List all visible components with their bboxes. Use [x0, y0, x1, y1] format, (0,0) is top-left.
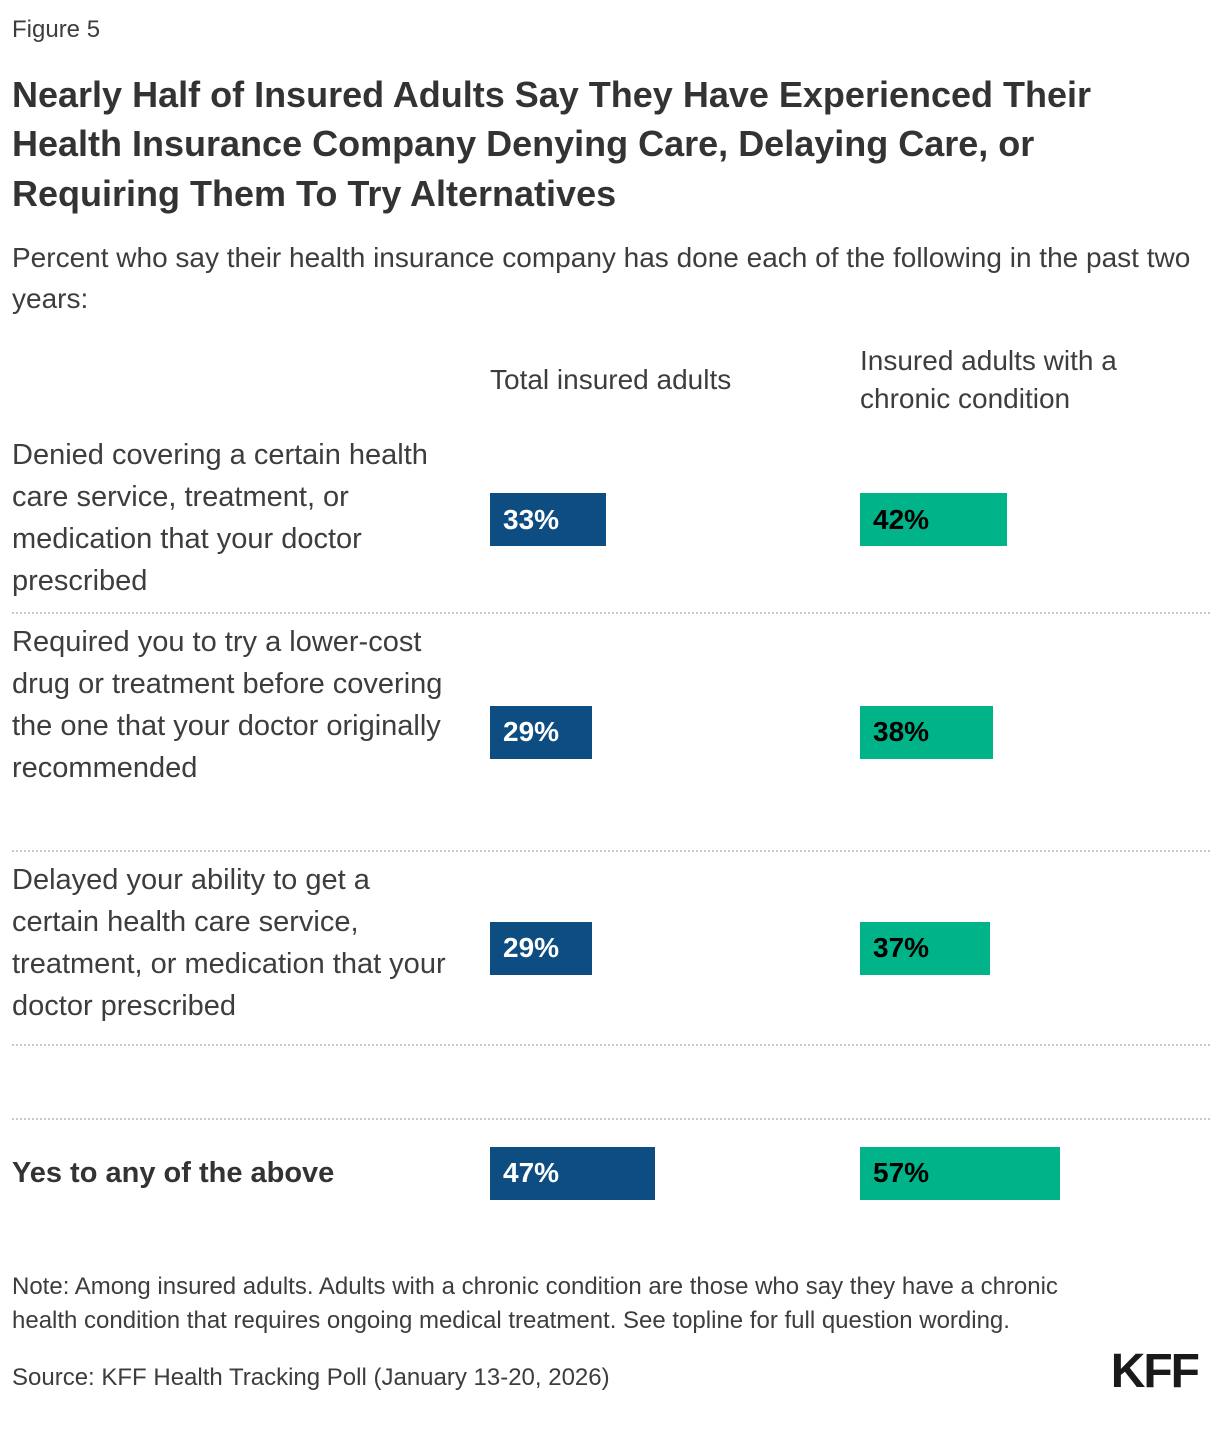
bar-chronic-yes-any: 57% [860, 1146, 1060, 1200]
footer: Source: KFF Health Tracking Poll (Januar… [12, 1348, 1210, 1396]
bar-value: 37% [873, 932, 930, 964]
bar-value: 47% [503, 1157, 560, 1189]
bar-cell: 47% [490, 1146, 860, 1200]
source-text: Source: KFF Health Tracking Poll (Januar… [12, 1364, 610, 1392]
row-label: Denied covering a certain health care se… [12, 439, 428, 598]
bar-total-denied: 33% [490, 493, 606, 547]
bar-value: 29% [503, 716, 560, 748]
bar-value: 38% [873, 716, 930, 748]
row-spacer [12, 1046, 1210, 1121]
row-label: Delayed your ability to get a certain he… [12, 864, 446, 1023]
bar-chronic-delayed: 37% [860, 921, 990, 975]
bar-total-delayed: 29% [490, 921, 592, 975]
chart-row-required: Required you to try a lower-cost drug or… [12, 614, 1210, 853]
kff-logo: KFF [1110, 1345, 1200, 1399]
bar-cell: 37% [860, 852, 1210, 1044]
column-header-chronic: Insured adults with a chronic condition [860, 345, 1117, 415]
chart-subtitle: Percent who say their health insurance c… [12, 241, 1191, 314]
bar-cell: 29% [490, 852, 860, 1044]
bar-cell: 42% [860, 427, 1210, 612]
bar-chronic-required: 38% [860, 705, 993, 759]
bar-value: 29% [503, 932, 560, 964]
row-label: Yes to any of the above [12, 1157, 335, 1190]
figure-label: Figure 5 [12, 16, 101, 43]
bar-chronic-denied: 42% [860, 493, 1007, 547]
bar-total-required: 29% [490, 705, 592, 759]
note-text: Note: Among insured adults. Adults with … [12, 1273, 1058, 1335]
chart-row-yes-any: Yes to any of the above 47% 57% [12, 1120, 1210, 1226]
bar-cell: 57% [860, 1146, 1210, 1200]
bar-cell: 29% [490, 614, 860, 850]
bar-chart: Total insured adults Insured adults with… [12, 333, 1210, 1226]
bar-cell: 33% [490, 427, 860, 612]
bar-cell: 38% [860, 614, 1210, 850]
bar-value: 57% [873, 1157, 930, 1189]
column-header-row: Total insured adults Insured adults with… [12, 333, 1210, 427]
bar-total-yes-any: 47% [490, 1146, 655, 1200]
column-header-total: Total insured adults [490, 364, 732, 396]
bar-value: 33% [503, 503, 560, 535]
chart-row-denied: Denied covering a certain health care se… [12, 427, 1210, 615]
row-label: Required you to try a lower-cost drug or… [12, 626, 443, 785]
bar-value: 42% [873, 503, 930, 535]
chart-title: Nearly Half of Insured Adults Say They H… [12, 74, 1092, 214]
chart-row-delayed: Delayed your ability to get a certain he… [12, 852, 1210, 1047]
